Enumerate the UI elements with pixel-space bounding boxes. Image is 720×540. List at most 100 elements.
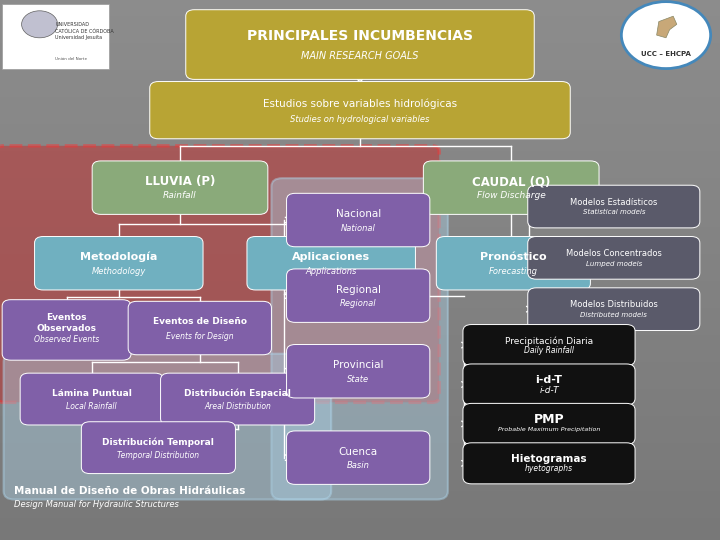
Bar (0, 319, 720, 324)
Bar (0, 329, 720, 335)
FancyBboxPatch shape (287, 431, 430, 484)
Bar (0, 443, 720, 448)
Bar (0, 383, 720, 389)
Text: CAUDAL (Q): CAUDAL (Q) (472, 175, 550, 188)
FancyBboxPatch shape (81, 422, 235, 474)
Bar (0, 513, 720, 518)
Bar (0, 5, 720, 11)
Text: Pronóstico: Pronóstico (480, 252, 546, 262)
Text: Aplicaciones: Aplicaciones (292, 252, 370, 262)
Bar (0, 265, 720, 270)
Bar (0, 38, 720, 43)
Bar (0, 308, 720, 313)
Bar (0, 205, 720, 211)
Bar (0, 243, 720, 248)
Bar (0, 211, 720, 216)
Bar (0, 340, 720, 346)
Text: State: State (347, 375, 369, 384)
Bar (0, 367, 720, 373)
Text: PRINCIPALES INCUMBENCIAS: PRINCIPALES INCUMBENCIAS (247, 29, 473, 43)
Bar (0, 184, 720, 189)
Bar (0, 70, 720, 76)
Text: Nacional: Nacional (336, 209, 381, 219)
Bar (0, 32, 720, 38)
Circle shape (22, 11, 58, 38)
Text: Unión del Norte: Unión del Norte (55, 57, 87, 62)
FancyBboxPatch shape (150, 82, 570, 139)
Bar (0, 302, 720, 308)
Bar (0, 502, 720, 508)
FancyBboxPatch shape (271, 178, 448, 500)
Text: MAIN RESEARCH GOALS: MAIN RESEARCH GOALS (301, 51, 419, 61)
Bar (0, 54, 720, 59)
FancyBboxPatch shape (528, 237, 700, 279)
Bar (0, 81, 720, 86)
Text: UCC – EHCPA: UCC – EHCPA (641, 51, 691, 57)
Text: Studies on hydrological variables: Studies on hydrological variables (290, 114, 430, 124)
FancyBboxPatch shape (463, 364, 635, 405)
FancyBboxPatch shape (528, 288, 700, 330)
FancyBboxPatch shape (92, 161, 268, 214)
Bar (0, 119, 720, 124)
Text: hyetographs: hyetographs (525, 464, 573, 474)
Bar (0, 470, 720, 475)
Text: Probable Maximum Precipitation: Probable Maximum Precipitation (498, 427, 600, 432)
Bar (0, 346, 720, 351)
FancyBboxPatch shape (436, 237, 590, 290)
Text: Modelos Distribuidos: Modelos Distribuidos (570, 300, 658, 309)
Bar (0, 238, 720, 243)
Text: Events for Design: Events for Design (166, 332, 233, 341)
Bar (0, 59, 720, 65)
Text: i-d-T: i-d-T (536, 375, 562, 385)
FancyBboxPatch shape (463, 443, 635, 484)
Bar (0, 86, 720, 92)
FancyBboxPatch shape (463, 403, 635, 444)
Bar (0, 43, 720, 49)
Bar (0, 481, 720, 486)
Text: Lámina Puntual: Lámina Puntual (52, 389, 132, 398)
Bar (0, 124, 720, 130)
Bar (0, 378, 720, 383)
Bar (0, 270, 720, 275)
Bar (0, 259, 720, 265)
Bar (0, 254, 720, 259)
Text: Rainfall: Rainfall (163, 191, 197, 200)
FancyBboxPatch shape (2, 300, 131, 360)
FancyBboxPatch shape (287, 193, 430, 247)
Bar (0, 432, 720, 437)
Text: Modelos Estadísticos: Modelos Estadísticos (570, 198, 657, 207)
Text: Cuenca: Cuenca (338, 447, 378, 457)
FancyBboxPatch shape (186, 10, 534, 79)
Text: Manual de Diseño de Obras Hidráulicas: Manual de Diseño de Obras Hidráulicas (14, 487, 246, 496)
FancyBboxPatch shape (4, 354, 331, 500)
Bar (0, 113, 720, 119)
Bar (0, 135, 720, 140)
Text: Distributed models: Distributed models (580, 312, 647, 318)
Bar (0, 130, 720, 135)
Bar (0, 108, 720, 113)
Bar (0, 475, 720, 481)
Bar (0, 448, 720, 454)
FancyBboxPatch shape (287, 345, 430, 398)
Bar (0, 227, 720, 232)
Bar (0, 92, 720, 97)
Bar (0, 313, 720, 319)
Bar (0, 275, 720, 281)
Bar (0, 22, 720, 27)
Text: Regional: Regional (340, 299, 377, 308)
Bar (0, 394, 720, 400)
Bar (0, 491, 720, 497)
Bar (0, 151, 720, 157)
Bar (0, 65, 720, 70)
Bar (0, 373, 720, 378)
Bar (0, 400, 720, 405)
Bar (0, 356, 720, 362)
Bar (0, 324, 720, 329)
Bar (0, 16, 720, 22)
Polygon shape (657, 16, 677, 38)
Bar (0, 362, 720, 367)
Bar (0, 416, 720, 421)
Bar (0, 286, 720, 292)
Bar (0, 508, 720, 513)
Text: i-d-T: i-d-T (539, 386, 559, 395)
